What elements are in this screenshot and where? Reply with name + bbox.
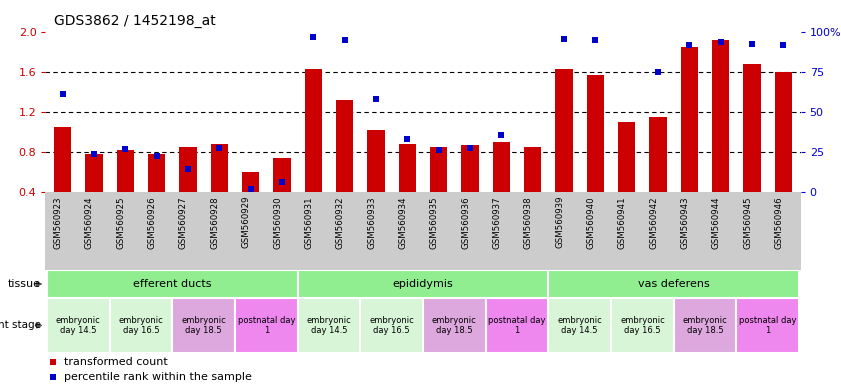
Text: embryonic
day 14.5: embryonic day 14.5 <box>307 316 352 335</box>
Bar <box>587 75 604 232</box>
Text: embryonic
day 16.5: embryonic day 16.5 <box>369 316 414 335</box>
Text: tissue: tissue <box>8 279 41 289</box>
Bar <box>360 298 423 353</box>
Text: embryonic
day 18.5: embryonic day 18.5 <box>432 316 477 335</box>
Bar <box>423 298 486 353</box>
Bar <box>86 154 103 232</box>
Text: embryonic
day 18.5: embryonic day 18.5 <box>182 316 226 335</box>
Bar <box>273 158 291 232</box>
Bar <box>486 298 548 353</box>
Bar <box>298 270 548 298</box>
Text: GSM560937: GSM560937 <box>492 196 501 248</box>
Bar <box>618 122 635 232</box>
Text: GSM560945: GSM560945 <box>743 196 752 248</box>
Bar <box>148 154 166 232</box>
Text: GSM560927: GSM560927 <box>179 196 188 248</box>
Bar <box>179 147 197 232</box>
Bar <box>368 130 384 232</box>
Bar <box>712 40 729 232</box>
Text: postnatal day
1: postnatal day 1 <box>238 316 295 335</box>
Bar <box>47 298 109 353</box>
Bar <box>399 144 416 232</box>
Bar <box>298 298 360 353</box>
Text: efferent ducts: efferent ducts <box>133 279 212 289</box>
Text: GSM560939: GSM560939 <box>555 196 564 248</box>
Text: GSM560933: GSM560933 <box>367 196 376 248</box>
Text: GSM560942: GSM560942 <box>649 196 658 248</box>
Bar <box>211 144 228 232</box>
Text: postnatal day
1: postnatal day 1 <box>739 316 796 335</box>
Bar <box>47 270 298 298</box>
Bar <box>649 117 667 232</box>
Text: GSM560946: GSM560946 <box>775 196 784 248</box>
Text: GSM560924: GSM560924 <box>85 196 94 248</box>
Text: GSM560943: GSM560943 <box>680 196 690 248</box>
Text: GSM560934: GSM560934 <box>399 196 407 248</box>
Bar <box>172 298 235 353</box>
Bar <box>548 270 799 298</box>
Text: embryonic
day 18.5: embryonic day 18.5 <box>683 316 727 335</box>
Bar <box>548 298 611 353</box>
Text: GDS3862 / 1452198_at: GDS3862 / 1452198_at <box>54 14 215 28</box>
Bar <box>54 127 71 232</box>
Bar <box>775 72 792 232</box>
Bar <box>336 100 353 232</box>
Bar <box>674 298 737 353</box>
Text: GSM560935: GSM560935 <box>430 196 439 248</box>
Bar <box>242 172 259 232</box>
Bar <box>235 298 298 353</box>
Text: GSM560931: GSM560931 <box>304 196 314 248</box>
Text: GSM560929: GSM560929 <box>241 196 251 248</box>
Text: GSM560936: GSM560936 <box>461 196 470 248</box>
Text: percentile rank within the sample: percentile rank within the sample <box>64 372 252 382</box>
Text: GSM560932: GSM560932 <box>336 196 345 248</box>
Bar <box>117 150 134 232</box>
Bar <box>493 142 510 232</box>
Text: epididymis: epididymis <box>393 279 453 289</box>
Text: embryonic
day 16.5: embryonic day 16.5 <box>620 316 664 335</box>
Bar <box>737 298 799 353</box>
Text: development stage: development stage <box>0 321 41 331</box>
Bar <box>555 69 573 232</box>
Text: postnatal day
1: postnatal day 1 <box>489 316 546 335</box>
Text: transformed count: transformed count <box>64 357 168 367</box>
Text: GSM560930: GSM560930 <box>273 196 282 248</box>
Text: embryonic
day 16.5: embryonic day 16.5 <box>119 316 163 335</box>
Text: GSM560923: GSM560923 <box>54 196 62 248</box>
Text: GSM560940: GSM560940 <box>586 196 595 248</box>
Text: GSM560925: GSM560925 <box>116 196 125 248</box>
Text: vas deferens: vas deferens <box>637 279 710 289</box>
Bar <box>109 298 172 353</box>
Text: GSM560941: GSM560941 <box>617 196 627 248</box>
Bar <box>304 69 322 232</box>
Bar <box>430 147 447 232</box>
Bar <box>524 147 542 232</box>
Text: embryonic
day 14.5: embryonic day 14.5 <box>558 316 602 335</box>
Bar <box>462 145 479 232</box>
Text: GSM560926: GSM560926 <box>148 196 156 248</box>
Text: GSM560938: GSM560938 <box>524 196 532 248</box>
Bar <box>611 298 674 353</box>
Bar <box>743 64 760 232</box>
Text: GSM560928: GSM560928 <box>210 196 220 248</box>
Bar <box>680 47 698 232</box>
Text: GSM560944: GSM560944 <box>711 196 721 248</box>
Text: embryonic
day 14.5: embryonic day 14.5 <box>56 316 101 335</box>
